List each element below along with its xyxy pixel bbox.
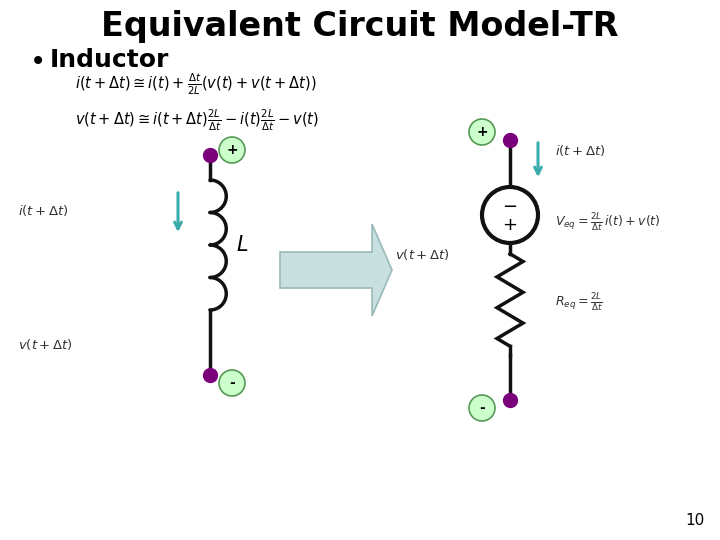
Text: Equivalent Circuit Model-TR: Equivalent Circuit Model-TR <box>102 10 618 43</box>
Text: $i(t+\Delta t)$: $i(t+\Delta t)$ <box>18 202 68 218</box>
Text: $-$: $-$ <box>503 196 518 214</box>
Text: $V_{eq}=\frac{2L}{\Delta t}\,i(t)+v(t)$: $V_{eq}=\frac{2L}{\Delta t}\,i(t)+v(t)$ <box>555 211 661 233</box>
Text: $R_{eq}=\frac{2L}{\Delta t}$: $R_{eq}=\frac{2L}{\Delta t}$ <box>555 291 603 313</box>
Circle shape <box>219 370 245 396</box>
Polygon shape <box>280 224 392 316</box>
Text: +: + <box>226 143 238 157</box>
Text: $+$: $+$ <box>503 216 518 234</box>
Text: -: - <box>479 401 485 415</box>
Text: 10: 10 <box>685 513 705 528</box>
Circle shape <box>219 137 245 163</box>
Text: Inductor: Inductor <box>50 48 169 72</box>
Text: $v(t+\Delta t)$: $v(t+\Delta t)$ <box>18 338 73 353</box>
Circle shape <box>469 119 495 145</box>
Text: $v(t+\Delta t)$: $v(t+\Delta t)$ <box>395 247 450 262</box>
Text: •: • <box>30 48 46 76</box>
Circle shape <box>469 395 495 421</box>
Text: -: - <box>229 376 235 390</box>
Text: +: + <box>476 125 488 139</box>
Circle shape <box>482 187 538 243</box>
Text: $L$: $L$ <box>236 235 248 255</box>
Text: $i(t+\Delta t)\cong i(t)+\frac{\Delta t}{2L}(v(t)+v(t+\Delta t))$: $i(t+\Delta t)\cong i(t)+\frac{\Delta t}… <box>75 72 316 97</box>
Text: $v(t+\Delta t)\cong i(t+\Delta t)\frac{2L}{\Delta t}-i(t)\frac{2L}{\Delta t}-v(t: $v(t+\Delta t)\cong i(t+\Delta t)\frac{2… <box>75 108 319 133</box>
Text: $i(t+\Delta t)$: $i(t+\Delta t)$ <box>555 143 606 158</box>
